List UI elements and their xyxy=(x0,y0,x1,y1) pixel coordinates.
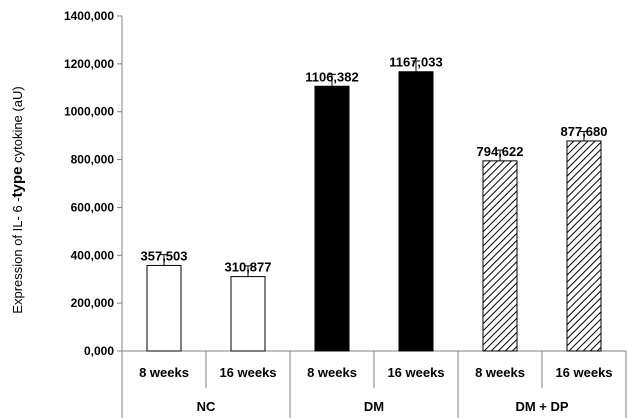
y-tick-label: 600,000 xyxy=(71,200,115,214)
bar xyxy=(398,71,434,352)
y-axis-label-bold: type xyxy=(9,167,26,198)
bar xyxy=(314,85,350,352)
bar xyxy=(566,140,602,352)
data-label: 1167,033 xyxy=(389,55,443,70)
bar xyxy=(146,264,182,352)
x-group-label: DM xyxy=(364,399,384,414)
x-group-label: DM + DP xyxy=(515,399,568,414)
x-category-label: 8 weeks xyxy=(475,365,525,380)
x-category-label: 8 weeks xyxy=(139,365,189,380)
data-label: 357,503 xyxy=(141,248,188,263)
data-label: 877,680 xyxy=(561,124,608,139)
bar xyxy=(230,276,266,352)
y-axis-label: Expression of IL- 6 -type cytokine (aU) xyxy=(9,86,26,313)
y-axis-label-prefix: Expression of IL- 6 - xyxy=(10,197,25,313)
bar xyxy=(482,160,518,352)
y-tick-label: 0,000 xyxy=(84,344,114,358)
x-category-label: 16 weeks xyxy=(219,365,276,380)
y-axis-label-suffix: cytokine (aU) xyxy=(10,86,25,166)
y-tick-label: 1400,000 xyxy=(64,9,114,23)
y-tick-label: 1000,000 xyxy=(64,105,114,119)
x-category-label: 16 weeks xyxy=(555,365,612,380)
y-tick-label: 200,000 xyxy=(71,296,115,310)
x-group-label: NC xyxy=(197,399,216,414)
data-label: 794,622 xyxy=(477,144,524,159)
x-category-label: 8 weeks xyxy=(307,365,357,380)
y-tick-label: 400,000 xyxy=(71,248,115,262)
x-category-label: 16 weeks xyxy=(387,365,444,380)
y-tick-label: 800,000 xyxy=(71,153,115,167)
y-tick-label: 1200,000 xyxy=(64,57,114,71)
data-label: 310,877 xyxy=(225,260,272,275)
data-label: 1106,382 xyxy=(305,69,359,84)
